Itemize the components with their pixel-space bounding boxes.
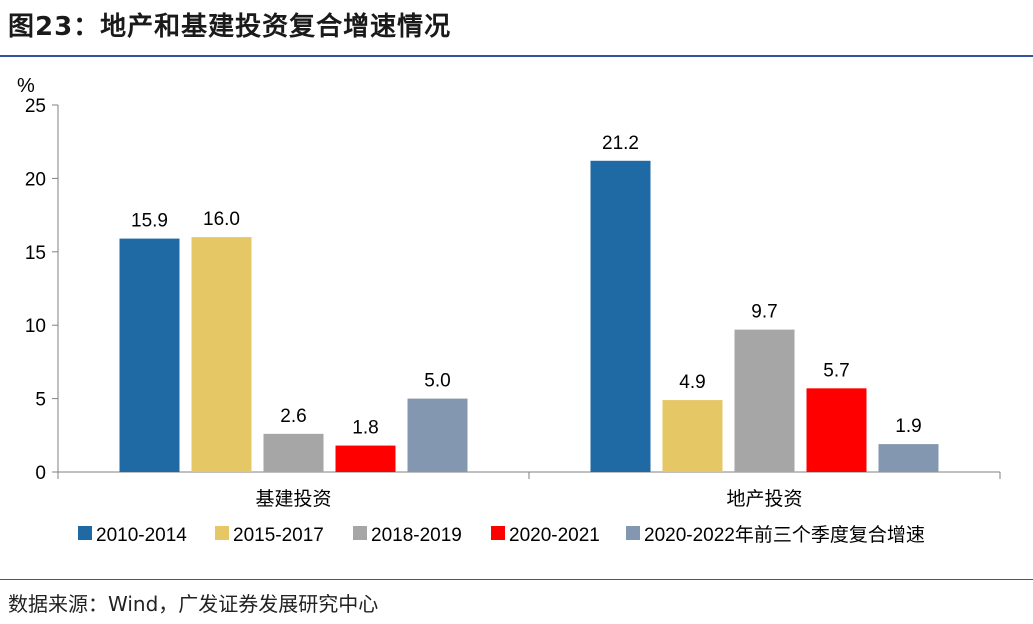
data-label: 21.2 — [602, 133, 639, 154]
legend-swatch — [353, 526, 367, 540]
y-tick-label: 5 — [35, 390, 46, 411]
bar-chart: % 0 5 10 15 20 25 基建投资 地产投资 15.9 16.0 2.6 1.8 5.0 21… — [17, 75, 1001, 546]
y-tick-label: 20 — [25, 169, 46, 190]
data-label: 4.9 — [679, 372, 705, 393]
y-tick-label: 10 — [25, 316, 46, 337]
legend-label: 2020-2021 — [509, 525, 600, 546]
data-label: 16.0 — [203, 209, 240, 230]
y-tick-label: 25 — [25, 96, 46, 117]
bar — [191, 237, 252, 472]
bar — [590, 160, 651, 472]
legend-swatch — [491, 526, 505, 540]
data-label: 2.6 — [280, 406, 306, 427]
source-divider — [0, 579, 1033, 580]
bar — [407, 398, 468, 472]
legend-label: 2010-2014 — [96, 525, 187, 546]
bar — [119, 238, 180, 472]
bar — [335, 445, 396, 472]
bar — [734, 329, 795, 472]
bar — [263, 433, 324, 472]
legend-label: 2020-2022年前三个季度复合增速 — [644, 524, 925, 546]
legend-swatch — [215, 526, 229, 540]
title-divider — [0, 55, 1033, 57]
bars-group: 15.9 16.0 2.6 1.8 5.0 21.2 4.9 9.7 5.7 1.9 — [119, 133, 939, 472]
bar — [662, 400, 723, 472]
data-label: 1.8 — [352, 418, 378, 439]
bar — [878, 444, 939, 472]
legend-swatch — [78, 526, 92, 540]
data-label: 5.0 — [424, 371, 450, 392]
bar — [806, 388, 867, 472]
figure-title: 图23：地产和基建投资复合增速情况 — [8, 12, 452, 42]
category-label: 地产投资 — [726, 488, 802, 510]
data-label: 9.7 — [751, 302, 777, 323]
y-tick-label: 15 — [25, 243, 46, 264]
legend-label: 2015-2017 — [233, 525, 324, 546]
source-note: 数据来源：Wind，广发证券发展研究中心 — [8, 592, 379, 616]
y-tick-label: 0 — [35, 463, 46, 484]
legend-swatch — [626, 526, 640, 540]
data-label: 5.7 — [823, 360, 849, 381]
data-label: 15.9 — [131, 211, 168, 232]
data-label: 1.9 — [895, 416, 921, 437]
legend: 2010-2014 2015-2017 2018-2019 2020-2021 2020… — [78, 524, 925, 546]
legend-label: 2018-2019 — [371, 525, 462, 546]
y-axis-unit-label: % — [17, 75, 35, 97]
category-label: 基建投资 — [255, 488, 331, 510]
